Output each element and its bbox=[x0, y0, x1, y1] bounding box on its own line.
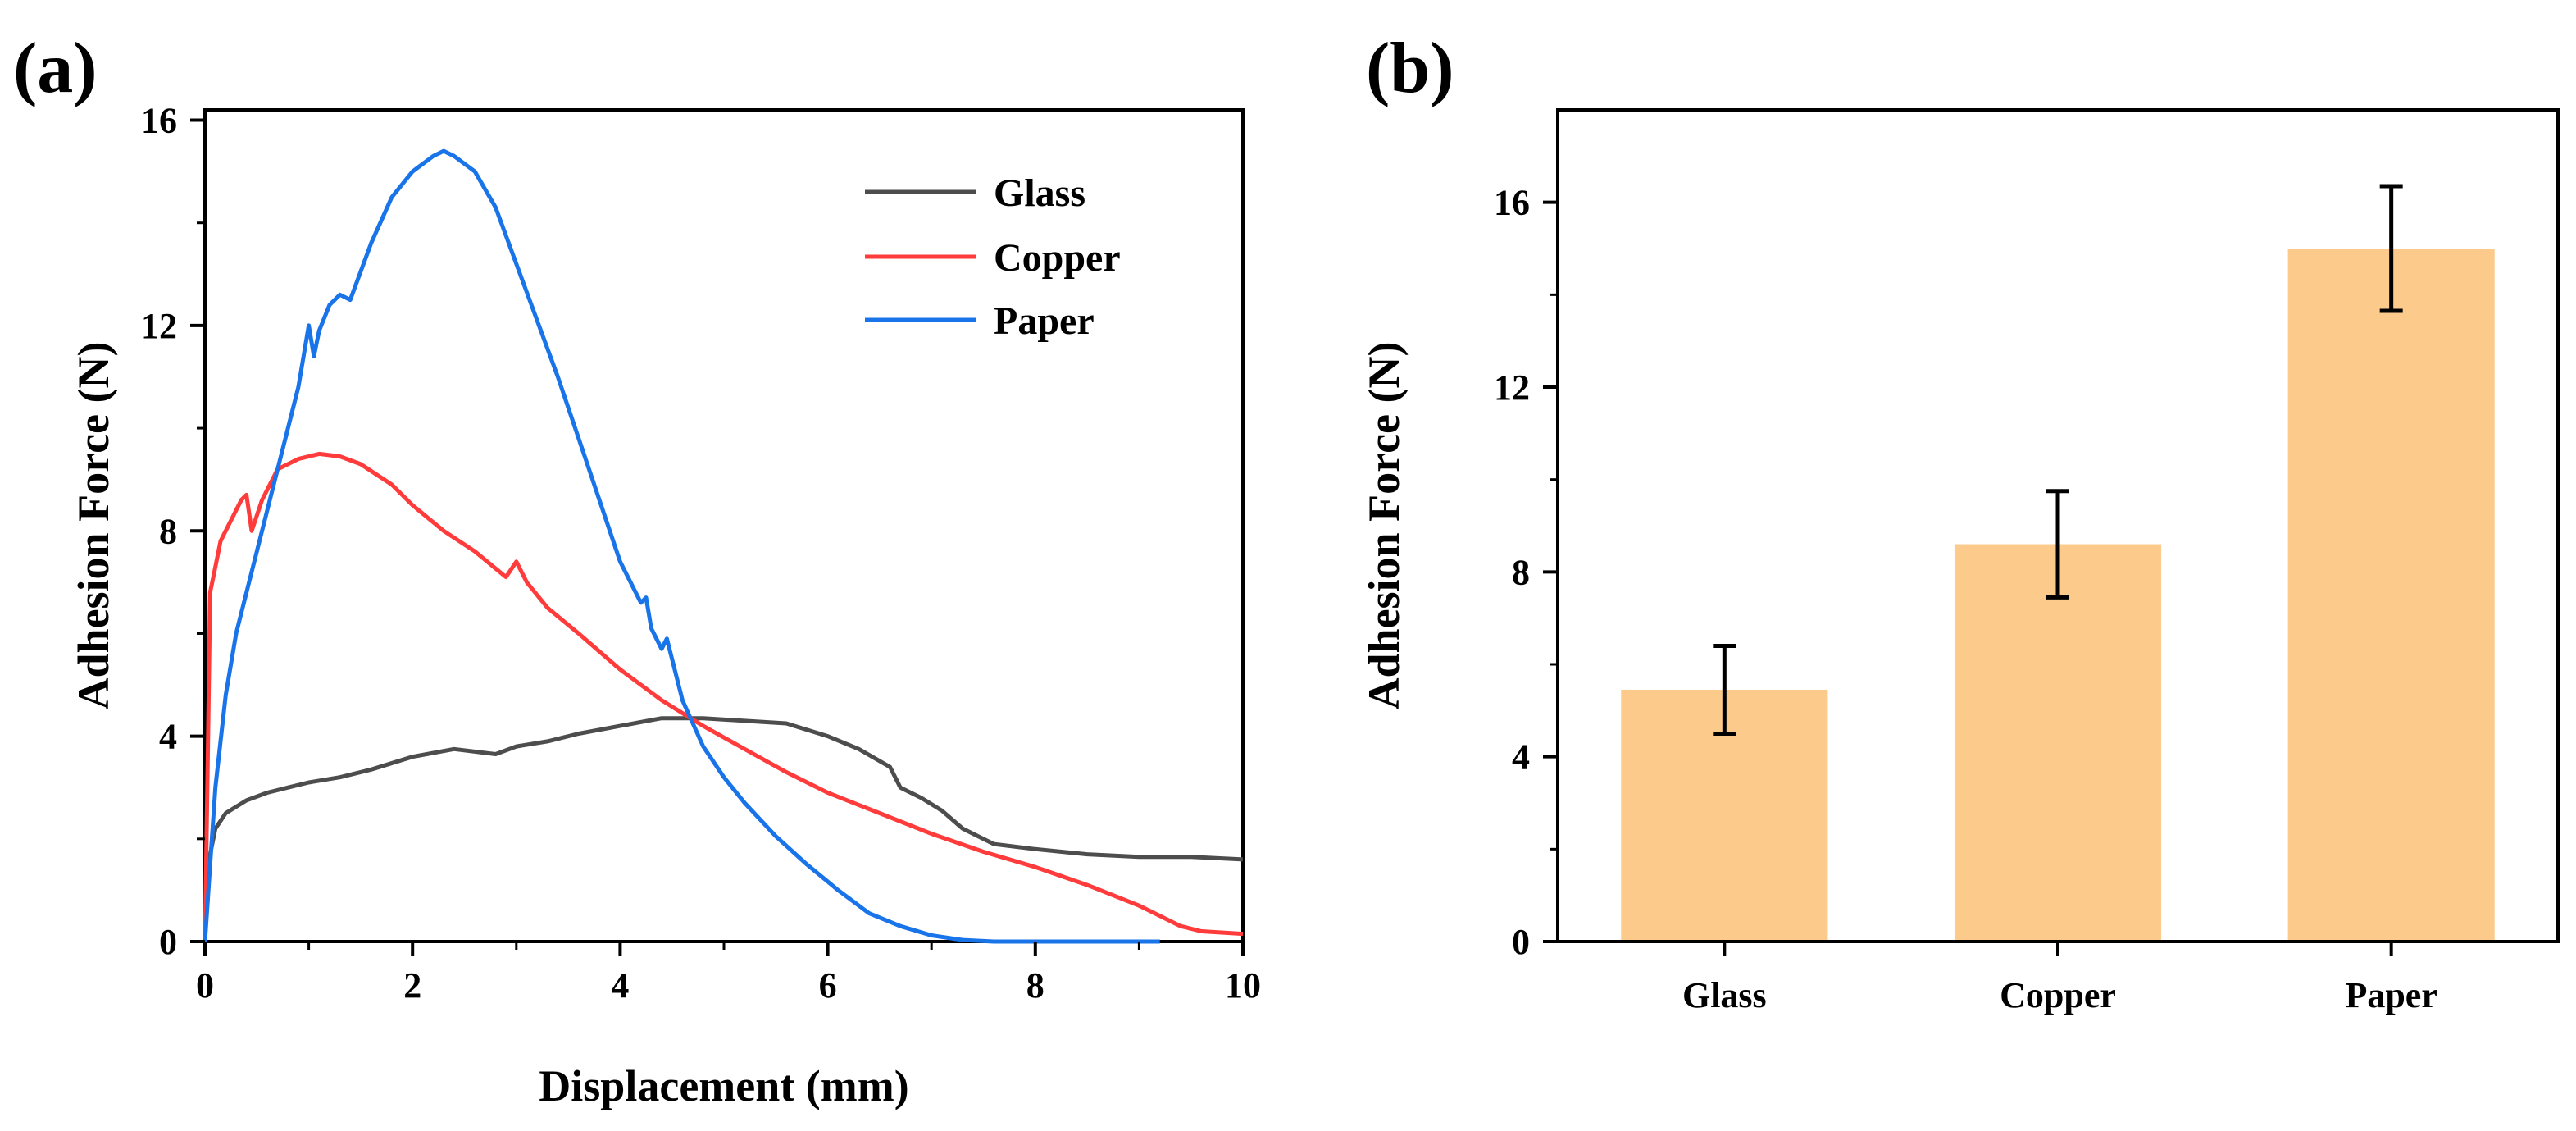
panel-a-y-ticks: 0 4 8 12 16 bbox=[141, 101, 205, 962]
x-tick-label: 2 bbox=[403, 965, 421, 1006]
x-tick-label: 4 bbox=[611, 965, 629, 1006]
panel-a-label: (a) bbox=[13, 29, 98, 108]
legend-label-copper: Copper bbox=[994, 236, 1121, 280]
y-tick-label: 8 bbox=[159, 511, 177, 551]
series-line-paper bbox=[203, 148, 1160, 944]
category-label-glass: Glass bbox=[1682, 975, 1767, 1015]
bar-copper bbox=[1954, 544, 2162, 942]
y-tick-label: 0 bbox=[1512, 922, 1530, 962]
panel-b-error-bars-group bbox=[1713, 184, 2403, 736]
y-tick-label: 16 bbox=[1494, 183, 1530, 223]
y-tick-label: 16 bbox=[141, 101, 177, 141]
x-tick-label: 10 bbox=[1225, 965, 1261, 1006]
y-tick-label: 4 bbox=[1512, 737, 1530, 778]
category-label-paper: Paper bbox=[2345, 975, 2437, 1015]
panel-a-x-ticks: 0 2 4 6 8 10 bbox=[196, 942, 1261, 1006]
y-tick-label: 12 bbox=[1494, 367, 1530, 408]
legend-label-glass: Glass bbox=[994, 171, 1085, 215]
panel-a-y-axis-title: Adhesion Force (N) bbox=[69, 342, 118, 710]
y-tick-label: 8 bbox=[1512, 552, 1530, 592]
panel-a-line-chart: (a) 0 2 4 6 8 10 0 4 8 12 16 Displacement (mm) Ad… bbox=[13, 29, 1261, 1110]
panel-a-plot-frame bbox=[203, 108, 1245, 943]
y-tick-label: 4 bbox=[159, 717, 177, 757]
category-label-copper: Copper bbox=[2000, 975, 2116, 1015]
panel-b-x-ticks: Glass Copper Paper bbox=[1682, 942, 2437, 1015]
x-tick-label: 6 bbox=[819, 965, 837, 1006]
panel-b-y-ticks: 0 4 8 12 16 bbox=[1494, 183, 1558, 962]
panel-b-y-axis-title: Adhesion Force (N) bbox=[1359, 342, 1409, 710]
series-line-copper bbox=[203, 451, 1244, 942]
y-tick-label: 0 bbox=[159, 922, 177, 962]
panel-a-x-axis-title: Displacement (mm) bbox=[539, 1061, 908, 1110]
x-tick-label: 8 bbox=[1026, 965, 1045, 1006]
series-line-glass bbox=[203, 716, 1244, 942]
panel-b-bar-chart: (b) Glass Copper Paper 0 4 8 12 16 Adhesion Fo… bbox=[1359, 29, 2560, 1015]
panel-b-bars-group bbox=[1621, 249, 2495, 942]
y-tick-label: 12 bbox=[141, 306, 177, 346]
panel-b-label: (b) bbox=[1366, 29, 1454, 108]
panel-a-series-group bbox=[203, 148, 1244, 944]
x-tick-label: 0 bbox=[196, 965, 214, 1006]
bar-paper bbox=[2287, 249, 2495, 942]
panel-a-legend: Glass Copper Paper bbox=[865, 171, 1121, 343]
legend-label-paper: Paper bbox=[994, 299, 1095, 343]
